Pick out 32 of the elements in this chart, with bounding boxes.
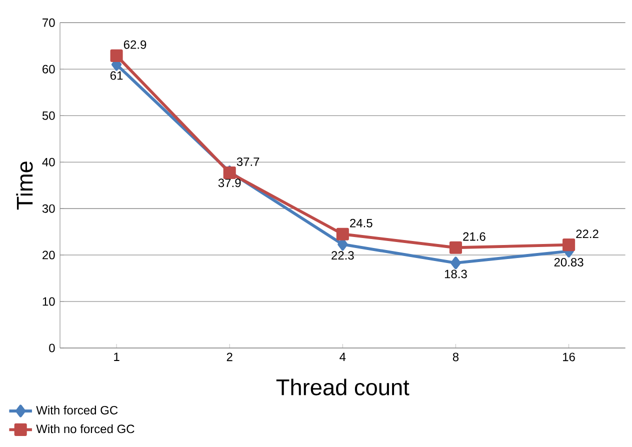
y-tick-label: 0 <box>49 344 55 352</box>
x-tick-label: 4 <box>340 352 346 362</box>
x-axis-title: Thread count <box>276 378 410 396</box>
y-tick-label: 50 <box>42 112 55 120</box>
data-label: 62.9 <box>124 40 146 50</box>
y-tick-label: 10 <box>42 297 55 306</box>
y-tick-label: 70 <box>42 18 55 28</box>
legend-label: With forced GC <box>36 406 118 415</box>
point <box>450 256 461 270</box>
data-label: 22.2 <box>576 230 598 238</box>
x-tick-label: 8 <box>452 352 459 362</box>
point <box>110 50 123 62</box>
y-tick-label: 60 <box>42 65 55 74</box>
data-label: 61 <box>110 71 123 80</box>
data-label: 24.5 <box>350 219 372 228</box>
x-tick-label: 16 <box>563 352 575 362</box>
y-tick-label: 40 <box>42 158 55 167</box>
point <box>562 238 576 252</box>
data-label: 37.9 <box>218 178 241 188</box>
data-label: 22.3 <box>332 251 354 260</box>
data-label: 37.7 <box>236 158 260 166</box>
y-tick-label: 20 <box>42 250 55 260</box>
point <box>449 242 462 254</box>
x-tick-label: 1 <box>114 352 120 362</box>
y-tick-label: 30 <box>42 204 55 213</box>
y-axis-title: Time <box>16 162 33 210</box>
data-label: 21.6 <box>463 232 486 241</box>
data-label: 20.83 <box>554 258 584 267</box>
data-label: 18.3 <box>444 270 467 278</box>
x-tick-label: 2 <box>226 352 232 362</box>
point <box>336 228 349 241</box>
legend-label: With no forced GC <box>36 424 134 434</box>
